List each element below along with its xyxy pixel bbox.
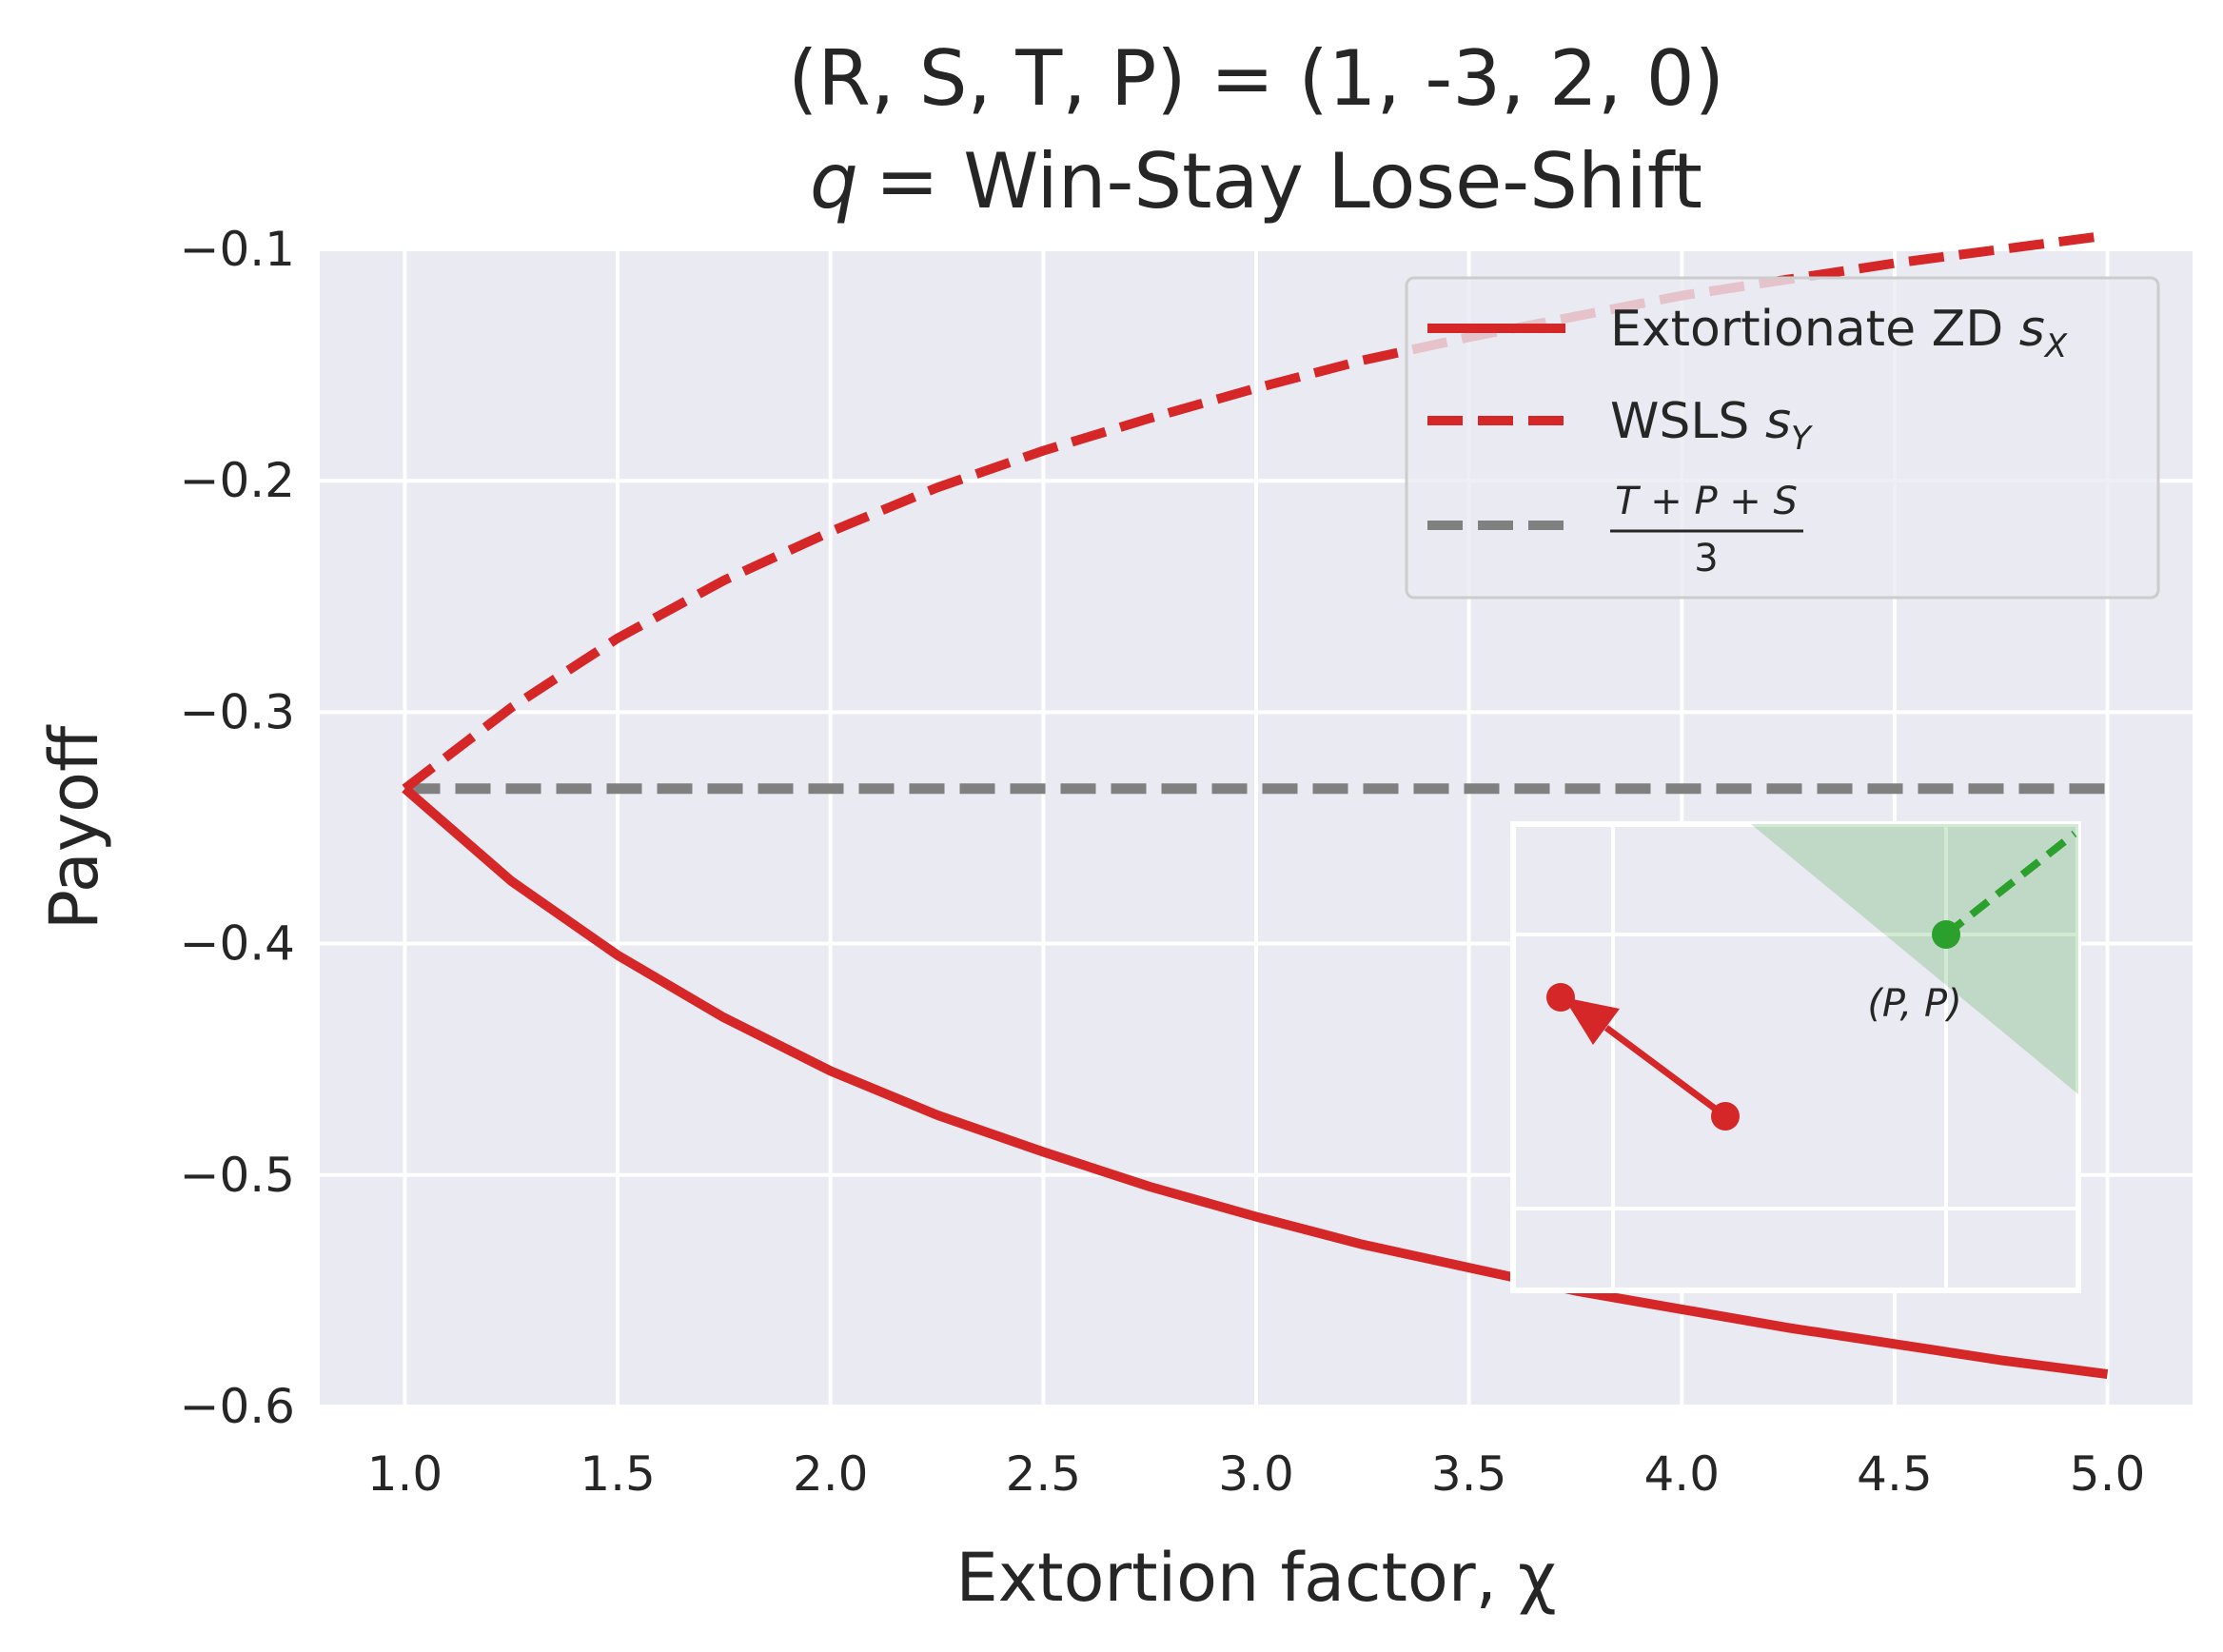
series-wsls [402,230,2109,793]
legend-label-extortionate: Extortionate ZD sX [1610,301,2068,365]
series-extortionate-zd [402,784,2109,1379]
series-layer [402,230,2109,1379]
inset-green-dashed-line [1943,830,2077,938]
inset-point-label: (P, P) [1867,982,1961,1026]
x-tick-label: 3.5 [1431,1446,1507,1502]
y-tick-label: −0.6 [180,1379,295,1434]
x-tick-label: 3.0 [1218,1446,1294,1502]
inset: (P, P) [1510,821,2081,1293]
y-tick-label: −0.5 [180,1148,295,1203]
inset-green-point [1932,920,1960,949]
inset-red-start-point [1711,1102,1740,1131]
title-q-symbol: q [810,137,858,226]
ticks-layer: 1.0 1.5 2.0 2.5 3.0 3.5 4.0 4.5 5.0 −0.1 −0.2 −0.3 −… [180,222,2146,1502]
x-axis-label: Extortion factor, χ [955,1539,1556,1617]
x-tick-label: 4.0 [1644,1446,1721,1502]
legend-label-wsls: WSLS sY [1610,393,1813,458]
x-tick-label: 1.0 [367,1446,443,1502]
x-tick-label: 1.5 [580,1446,656,1502]
y-tick-label: −0.3 [180,684,295,739]
legend-fraction-denominator: 3 [1694,537,1718,580]
x-tick-label: 2.5 [1006,1446,1082,1502]
y-tick-label: −0.1 [180,222,295,277]
y-tick-label: −0.2 [180,453,295,508]
y-axis-label: Payoff [35,724,113,930]
chart-title-line1: (R, S, T, P) = (1, -3, 2, 0) [788,34,1724,123]
legend-fraction-numerator: T + P + S [1615,480,1798,523]
y-tick-label: −0.4 [180,916,295,972]
legend: Extortionate ZD sX WSLS sY T + P + S 3 [1405,276,2160,600]
chart-title-line2: q = Win-Stay Lose-Shift [810,137,1702,226]
inset-red-arrow-shaft [1603,1025,1728,1119]
x-tick-label: 2.0 [793,1446,869,1502]
inset-red-end-point [1546,983,1575,1012]
title-q-text: = Win-Stay Lose-Shift [875,137,1702,226]
x-tick-label: 4.5 [1857,1446,1933,1502]
x-tick-label: 5.0 [2070,1446,2146,1502]
inset-red-arrow-head [1564,997,1620,1045]
legend-box [1405,276,2160,600]
